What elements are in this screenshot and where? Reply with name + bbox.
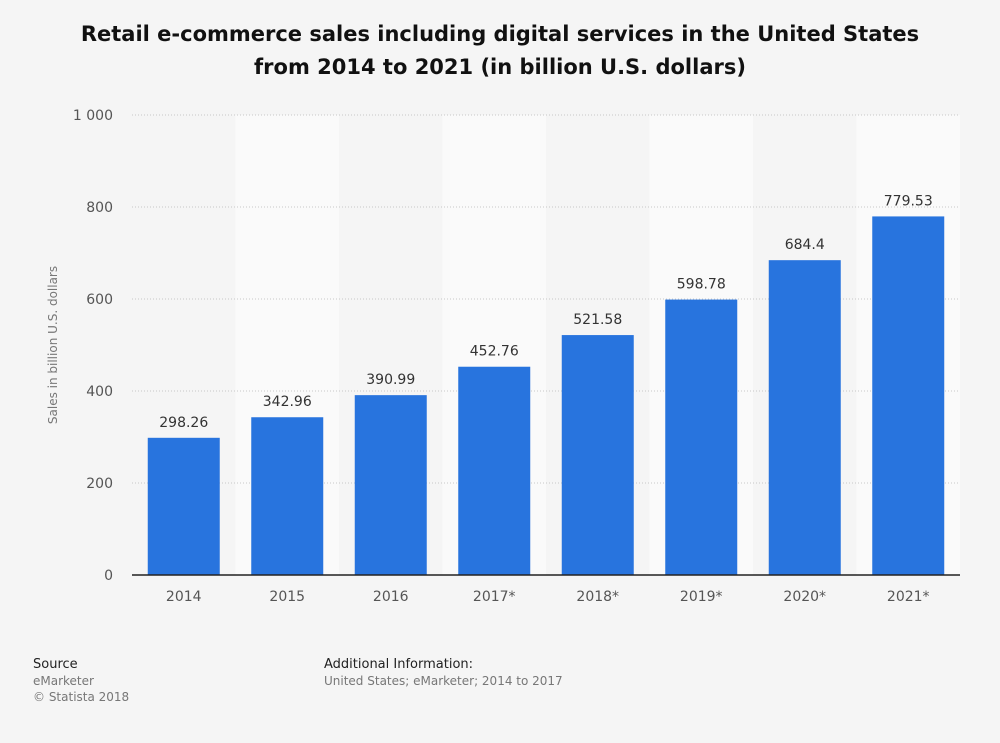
source-line[interactable]: eMarketer — [33, 674, 94, 688]
x-tick-label: 2016 — [373, 589, 409, 605]
bar-2014[interactable] — [147, 437, 220, 575]
x-tick-label: 2018* — [576, 589, 619, 605]
bar-2017*[interactable] — [458, 366, 531, 575]
value-label: 342.96 — [263, 394, 312, 410]
y-tick-label: 800 — [86, 200, 113, 216]
copyright-line: © Statista 2018 — [33, 690, 130, 704]
x-tick-label: 2019* — [680, 589, 723, 605]
x-tick-label: 2015 — [269, 589, 305, 605]
y-tick-label: 200 — [86, 476, 113, 492]
y-axis-ticks: 0 200 400 600 800 1 000 — [73, 108, 113, 584]
source-block: Source eMarketer © Statista 2018 — [33, 657, 129, 705]
value-label: 521.58 — [573, 312, 622, 328]
x-axis-ticks: 2014 2015 2016 2017* 2018* 2019* 2020* 2021* — [166, 589, 930, 605]
bars — [147, 216, 945, 575]
x-tick-label: 2020* — [783, 589, 826, 605]
x-tick-label: 2017* — [473, 589, 516, 605]
y-tick-label: 400 — [86, 384, 113, 400]
bar-2019*[interactable] — [665, 299, 738, 575]
value-label: 390.99 — [366, 372, 415, 388]
bar-2015[interactable] — [251, 417, 324, 575]
x-tick-label: 2021* — [887, 589, 930, 605]
value-label: 452.76 — [470, 344, 519, 360]
bar-2018*[interactable] — [561, 335, 634, 575]
y-tick-label: 1 000 — [73, 108, 113, 124]
value-label: 598.78 — [677, 277, 726, 293]
additional-info-block: Additional Information: United States; e… — [324, 657, 563, 689]
bar-2021*[interactable] — [872, 216, 945, 575]
chart-title-line-2: from 2014 to 2021 (in billion U.S. dolla… — [254, 55, 746, 79]
bar-2016[interactable] — [354, 395, 427, 575]
additional-info-line: United States; eMarketer; 2014 to 2017 — [324, 674, 563, 688]
value-label: 298.26 — [159, 415, 208, 431]
value-label: 779.53 — [884, 193, 933, 209]
value-labels: 298.26 342.96 390.99 452.76 521.58 598.78 684.… — [159, 193, 933, 430]
y-axis-label: Sales in billion U.S. dollars — [46, 266, 60, 424]
y-tick-label: 0 — [104, 568, 113, 584]
chart-title: Retail e-commerce sales including digita… — [0, 18, 1000, 84]
x-tick-label: 2014 — [166, 589, 202, 605]
source-heading: Source — [33, 657, 78, 672]
chart-title-line-1: Retail e-commerce sales including digita… — [80, 22, 920, 46]
additional-info-heading: Additional Information: — [324, 657, 474, 672]
bar-2020*[interactable] — [768, 260, 841, 575]
y-tick-label: 600 — [86, 292, 113, 308]
value-label: 684.4 — [785, 237, 825, 253]
